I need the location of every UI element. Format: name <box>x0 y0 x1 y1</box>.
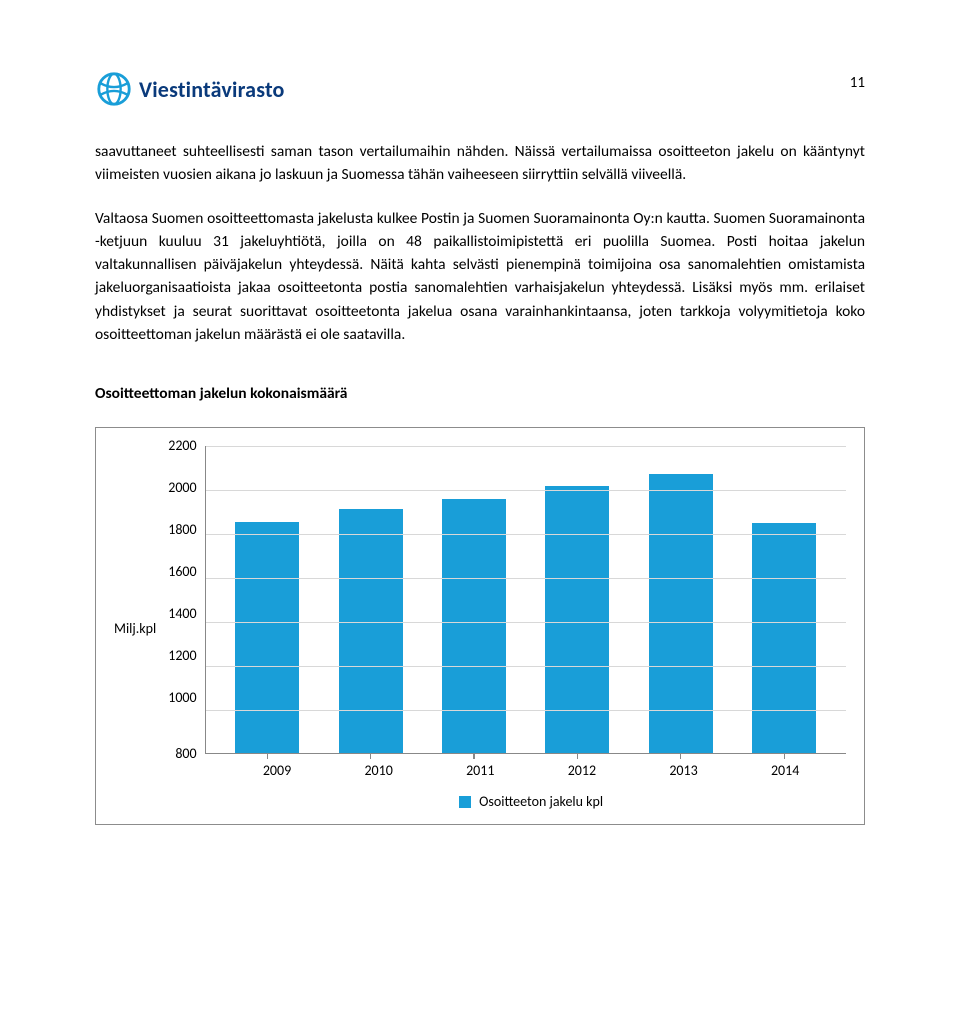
grid-line <box>206 446 846 447</box>
y-tick-label: 1800 <box>168 523 196 537</box>
grid-line <box>206 622 846 623</box>
y-tick-label: 800 <box>168 747 196 761</box>
page-number: 11 <box>850 70 865 92</box>
y-tick-label: 2200 <box>168 439 196 453</box>
chart-legend: Osoitteeton jakelu kpl <box>216 779 846 810</box>
y-tick-label: 1000 <box>168 691 196 705</box>
y-tick-label: 2000 <box>168 481 196 495</box>
chart-bar <box>545 486 609 753</box>
chart-container: Milj.kpl 2200 2000 1800 1600 1400 1200 1000 800… <box>95 427 865 825</box>
chart-bar <box>339 509 403 753</box>
plot-row: 2200200018001600140012001000800 <box>168 446 846 754</box>
grid-line <box>206 578 846 579</box>
y-axis-ticks: 2200200018001600140012001000800 <box>168 446 204 754</box>
x-tick-label: 2014 <box>753 762 817 779</box>
legend-label: Osoitteeton jakelu kpl <box>479 793 603 810</box>
x-tick-label: 2012 <box>550 762 614 779</box>
globe-logo-icon <box>95 70 133 108</box>
chart-area: Milj.kpl 2200200018001600140012001000800… <box>114 446 846 810</box>
bar-group <box>206 446 846 753</box>
x-tick <box>649 753 713 759</box>
x-tick-marks <box>206 753 846 759</box>
x-tick <box>545 753 609 759</box>
y-tick-label: 1400 <box>168 607 196 621</box>
brand-name: Viestintävirasto <box>139 76 285 103</box>
chart-title: Osoitteettoman jakelun kokonaismäärä <box>95 384 865 403</box>
page-header: Viestintävirasto 11 <box>95 70 865 108</box>
body-paragraph: saavuttaneet suhteellisesti saman tason … <box>95 140 865 187</box>
chart-bar <box>752 523 816 753</box>
y-axis-label: Milj.kpl <box>114 446 160 810</box>
chart-bar <box>442 499 506 753</box>
plot-column: 2200200018001600140012001000800 20092010… <box>168 446 846 810</box>
grid-line <box>206 490 846 491</box>
grid-line <box>206 710 846 711</box>
x-tick-label: 2009 <box>245 762 309 779</box>
x-tick-label: 2010 <box>347 762 411 779</box>
body-paragraph: Valtaosa Suomen osoitteettomasta jakelus… <box>95 207 865 347</box>
y-tick-label: 1200 <box>168 649 196 663</box>
grid-line <box>206 534 846 535</box>
page: Viestintävirasto 11 saavuttaneet suhteel… <box>0 0 960 895</box>
y-tick-label: 1600 <box>168 565 196 579</box>
x-tick <box>235 753 299 759</box>
body-text: saavuttaneet suhteellisesti saman tason … <box>95 140 865 346</box>
chart-plot <box>205 446 846 754</box>
chart-bar <box>649 474 713 753</box>
x-tick <box>339 753 403 759</box>
x-tick-label: 2011 <box>448 762 512 779</box>
grid-line <box>206 666 846 667</box>
brand-logo-block: Viestintävirasto <box>95 70 285 108</box>
chart-bar <box>235 522 299 753</box>
x-tick <box>442 753 506 759</box>
x-tick-label: 2013 <box>652 762 716 779</box>
legend-swatch-icon <box>459 796 471 808</box>
x-tick <box>752 753 816 759</box>
